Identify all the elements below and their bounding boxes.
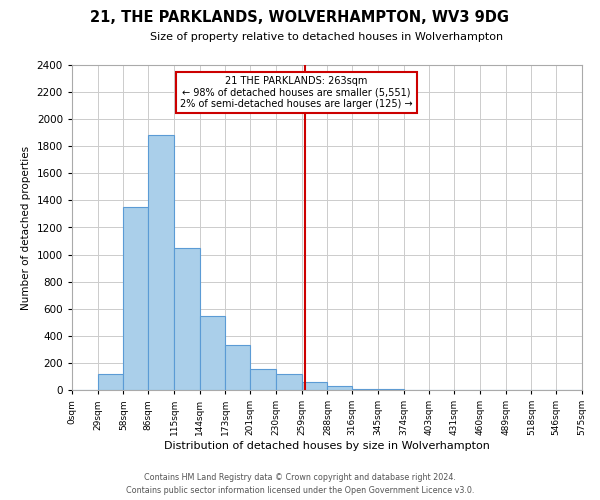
Text: 21, THE PARKLANDS, WOLVERHAMPTON, WV3 9DG: 21, THE PARKLANDS, WOLVERHAMPTON, WV3 9D… bbox=[91, 10, 509, 25]
Y-axis label: Number of detached properties: Number of detached properties bbox=[21, 146, 31, 310]
Bar bbox=[352, 388, 378, 390]
Title: Size of property relative to detached houses in Wolverhampton: Size of property relative to detached ho… bbox=[151, 32, 503, 42]
Text: 21 THE PARKLANDS: 263sqm
← 98% of detached houses are smaller (5,551)
2% of semi: 21 THE PARKLANDS: 263sqm ← 98% of detach… bbox=[180, 76, 413, 109]
Bar bbox=[148, 136, 174, 390]
Bar bbox=[124, 207, 148, 390]
X-axis label: Distribution of detached houses by size in Wolverhampton: Distribution of detached houses by size … bbox=[164, 441, 490, 451]
Bar bbox=[200, 316, 226, 390]
Bar bbox=[226, 344, 250, 390]
Bar bbox=[302, 382, 328, 390]
Bar bbox=[328, 386, 352, 390]
Text: Contains HM Land Registry data © Crown copyright and database right 2024.
Contai: Contains HM Land Registry data © Crown c… bbox=[126, 474, 474, 495]
Bar bbox=[98, 374, 124, 390]
Bar bbox=[174, 248, 200, 390]
Bar bbox=[250, 369, 276, 390]
Bar bbox=[276, 374, 302, 390]
